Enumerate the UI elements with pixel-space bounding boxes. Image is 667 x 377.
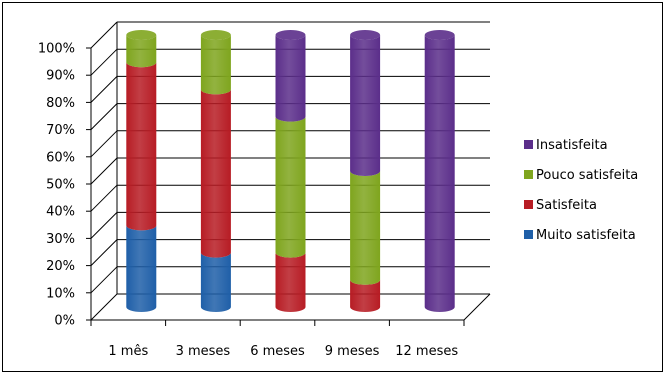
legend-swatch-pouco-satisfeita bbox=[524, 170, 533, 179]
y-tick-label: 100% bbox=[38, 42, 75, 57]
y-axis-tick-labels: 0% 10% 20% 30% 40% 50% 60% 70% 80% 90% 100% bbox=[38, 42, 75, 329]
legend-label-insatisfeita: Insatisfeita bbox=[536, 138, 608, 153]
y-tick-label: 20% bbox=[46, 259, 75, 274]
bar-segment-satisfeita bbox=[275, 252, 306, 312]
y-tick-label: 40% bbox=[46, 205, 75, 220]
legend: Insatisfeita Pouco satisfeita Satisfeita Mu… bbox=[524, 138, 638, 243]
bar-segment-pouco-satisfeita bbox=[275, 116, 306, 258]
y-tick-label: 60% bbox=[46, 150, 75, 165]
side-wall-gridline bbox=[90, 266, 118, 294]
x-axis-tick-labels: 1 mês 3 meses 6 meses 9 meses 12 meses bbox=[108, 344, 458, 359]
legend-swatch-muito-satisfeita bbox=[524, 230, 533, 239]
bar-segment-pouco-satisfeita bbox=[126, 35, 157, 68]
bar-segment-muito-satisfeita bbox=[126, 225, 157, 312]
bar-segment-insatisfeita bbox=[424, 35, 455, 312]
chart-frame: 0% 10% 20% 30% 40% 50% 60% 70% 80% 90% 100% 1 mês 3… bbox=[2, 2, 663, 372]
side-wall-gridline bbox=[90, 212, 118, 239]
y-tick-label: 80% bbox=[46, 96, 75, 111]
side-wall-gridline bbox=[90, 293, 118, 321]
bar-top-insatisfeita bbox=[424, 30, 455, 40]
legend-swatch-satisfeita bbox=[524, 200, 533, 209]
legend-swatch-insatisfeita bbox=[524, 140, 533, 149]
side-wall-gridline bbox=[90, 239, 118, 266]
bar-segment-insatisfeita bbox=[350, 35, 381, 177]
bar-top-pouco-satisfeita bbox=[200, 30, 231, 40]
y-tick-label: 0% bbox=[54, 314, 75, 329]
bar-segment-insatisfeita bbox=[275, 35, 306, 122]
side-wall-gridline bbox=[90, 103, 118, 130]
x-tick-label: 6 meses bbox=[250, 344, 305, 359]
floor-right-edge bbox=[463, 293, 491, 321]
bar-top-insatisfeita bbox=[275, 30, 306, 40]
legend-label-muito-satisfeita: Muito satisfeita bbox=[536, 228, 636, 243]
side-wall-gridline bbox=[90, 76, 118, 103]
x-tick-label: 3 meses bbox=[176, 344, 231, 359]
bar-segment-satisfeita bbox=[200, 89, 231, 258]
stacked-cylinder-chart: 0% 10% 20% 30% 40% 50% 60% 70% 80% 90% 100% 1 mês 3… bbox=[38, 21, 638, 359]
bar-top-pouco-satisfeita bbox=[126, 30, 157, 40]
bars-layer bbox=[126, 30, 455, 312]
bar-segment-pouco-satisfeita bbox=[350, 171, 381, 285]
y-tick-label: 90% bbox=[46, 69, 75, 84]
bar-segment-satisfeita bbox=[126, 62, 157, 231]
legend-label-satisfeita: Satisfeita bbox=[536, 198, 597, 213]
y-tick-label: 30% bbox=[46, 232, 75, 247]
bar-segment-muito-satisfeita bbox=[200, 252, 231, 312]
side-wall-gridline bbox=[90, 184, 118, 212]
side-wall-gridline bbox=[90, 48, 118, 76]
side-wall-gridline bbox=[90, 21, 118, 49]
legend-label-pouco-satisfeita: Pouco satisfeita bbox=[536, 168, 638, 183]
bar-segment-pouco-satisfeita bbox=[200, 35, 231, 95]
bar-top-insatisfeita bbox=[350, 30, 381, 40]
x-tick-label: 1 mês bbox=[108, 344, 148, 359]
y-tick-label: 50% bbox=[46, 178, 75, 193]
x-tick-label: 12 meses bbox=[395, 344, 458, 359]
x-tick-label: 9 meses bbox=[325, 344, 380, 359]
side-wall-gridline bbox=[90, 130, 118, 158]
y-tick-label: 10% bbox=[46, 286, 75, 301]
side-wall-gridline bbox=[90, 157, 118, 185]
bar-segment-satisfeita bbox=[350, 279, 381, 312]
y-tick-label: 70% bbox=[46, 123, 75, 138]
